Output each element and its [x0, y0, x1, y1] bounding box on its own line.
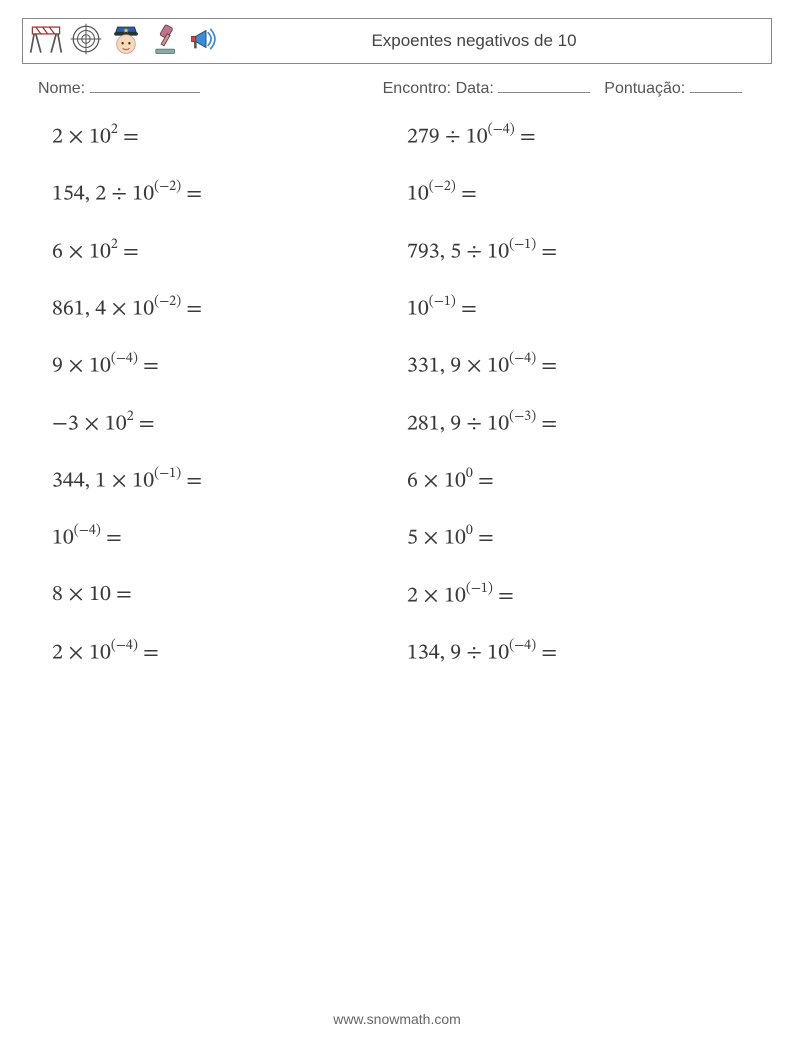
problem-left-8: 8 × 10 =: [52, 581, 387, 610]
name-label: Nome:: [38, 80, 85, 97]
problem-right-0: 279 ÷ 10(−4) =: [407, 122, 742, 151]
problem-left-5: −3 × 102 =: [52, 409, 387, 438]
problem-right-1: 10(−2) =: [407, 179, 742, 208]
problem-right-3: 10(−1) =: [407, 294, 742, 323]
problem-left-6: 344, 1 × 10(−1) =: [52, 466, 387, 495]
data-blank[interactable]: [498, 78, 590, 93]
name-blank[interactable]: [90, 78, 200, 93]
problem-right-5: 281, 9 ÷ 10(−3) =: [407, 409, 742, 438]
megaphone-icon: [189, 22, 223, 61]
problem-right-9: 134, 9 ÷ 10(−4) =: [407, 638, 742, 667]
problem-right-8: 2 × 10(−1) =: [407, 581, 742, 610]
problem-left-1: 154, 2 ÷ 10(−2) =: [52, 179, 387, 208]
problem-left-3: 861, 4 × 10(−2) =: [52, 294, 387, 323]
footer-text: www.snowmath.com: [0, 1011, 794, 1027]
gavel-icon: [149, 22, 183, 61]
problem-left-4: 9 × 10(−4) =: [52, 351, 387, 380]
problems-grid: 2 × 102 = 279 ÷ 10(−4) = 154, 2 ÷ 10(−2) =…: [22, 122, 772, 667]
worksheet-header: Expoentes negativos de 10: [22, 18, 772, 64]
header-icons: [29, 22, 223, 61]
encontro-label: Encontro:: [383, 80, 451, 97]
problem-right-4: 331, 9 × 10(−4) =: [407, 351, 742, 380]
worksheet-title: Expoentes negativos de 10: [223, 31, 765, 51]
problem-right-6: 6 × 100 =: [407, 466, 742, 495]
problem-left-2: 6 × 102 =: [52, 237, 387, 266]
pontuacao-blank[interactable]: [690, 78, 742, 93]
problem-right-2: 793, 5 ÷ 10(−1) =: [407, 237, 742, 266]
problem-left-9: 2 × 10(−4) =: [52, 638, 387, 667]
meta-row: Nome: Encontro: Data: Pontuação:: [38, 78, 756, 98]
data-label: Data:: [456, 80, 494, 97]
problem-left-7: 10(−4) =: [52, 523, 387, 552]
problem-left-0: 2 × 102 =: [52, 122, 387, 151]
pontuacao-label: Pontuação:: [604, 80, 685, 97]
hurdle-icon: [29, 22, 63, 61]
police-icon: [109, 22, 143, 61]
target-icon: [69, 22, 103, 61]
problem-right-7: 5 × 100 =: [407, 523, 742, 552]
